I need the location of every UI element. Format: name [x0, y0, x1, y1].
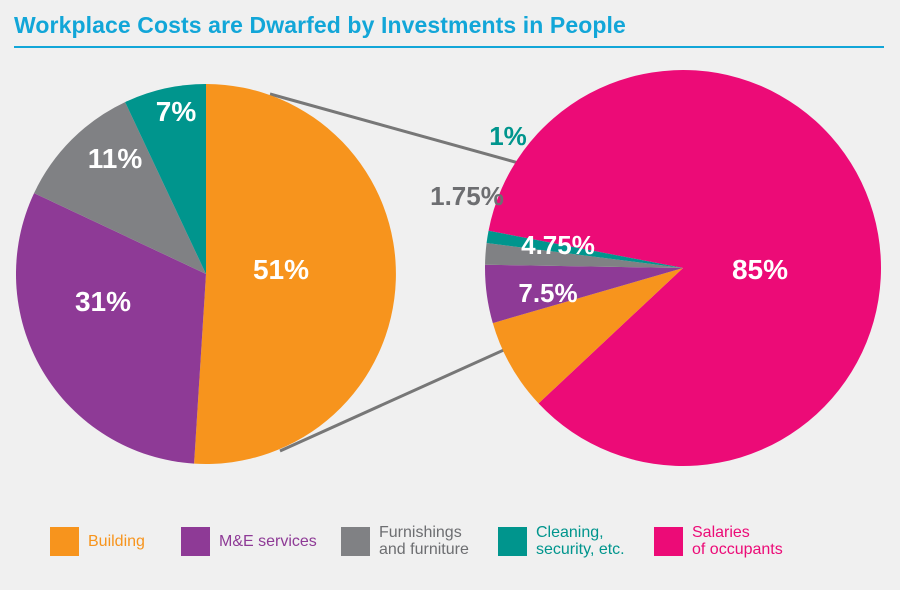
connector-line-bottom: [279, 342, 518, 453]
chart-title: Workplace Costs are Dwarfed by Investmen…: [14, 12, 626, 38]
right-pie-slice-building: [492, 268, 683, 404]
title-underline: [14, 46, 884, 48]
right-label-building: 7.5%: [518, 278, 577, 308]
left-label-me-services: 31%: [75, 286, 131, 317]
right-label-salaries: 85%: [732, 254, 788, 285]
left-label-cleaning: 7%: [156, 96, 197, 127]
right-pie-slice-salaries-of-occupants: [488, 69, 882, 466]
legend-label-cleaning: Cleaning, security, etc.: [536, 524, 625, 558]
left-pie-slice-cleaning-security-etc: [125, 84, 206, 274]
right-label-furnishings: 1.75%: [430, 181, 504, 211]
right-label-cleaning: 1%: [489, 121, 527, 151]
legend-item-me-services: M&E services: [181, 527, 317, 556]
legend-label-salaries: Salaries of occupants: [692, 524, 783, 558]
connector-line-top: [269, 92, 534, 169]
legend-item-building: Building: [50, 527, 145, 556]
left-pie-slice-furnishings-and-furniture: [34, 102, 206, 274]
legend-item-salaries: Salaries of occupants: [654, 524, 783, 558]
legend-label-building: Building: [88, 533, 145, 550]
legend-item-cleaning: Cleaning, security, etc.: [498, 524, 625, 558]
right-pie-slice-m-e-services: [485, 264, 683, 324]
legend-label-furnishings: Furnishings and furniture: [379, 524, 469, 558]
left-pie-slice-building: [194, 84, 396, 464]
left-pie-slice-m-e-services: [15, 193, 206, 464]
right-pie-slice-furnishings-and-furniture: [485, 243, 683, 268]
legend-label-me-services: M&E services: [219, 533, 317, 550]
right-label-me-services: 4.75%: [521, 230, 595, 260]
right-pie-slice-cleaning-security-etc: [486, 230, 683, 268]
pie-charts: 51% 31% 11% 7% 85% 7.5% 4.75% 1.75% 1%: [15, 69, 882, 466]
legend: Building M&E services Furnishings and fu…: [0, 522, 900, 572]
left-label-furnishings: 11%: [88, 143, 143, 174]
left-label-building: 51%: [253, 254, 309, 285]
legend-swatch-me-services: [181, 527, 210, 556]
right-pie-chart: [485, 69, 882, 466]
left-pie-chart: [15, 84, 396, 464]
legend-swatch-building: [50, 527, 79, 556]
legend-swatch-salaries: [654, 526, 683, 556]
legend-item-furnishings: Furnishings and furniture: [341, 524, 469, 558]
legend-swatch-furnishings: [341, 526, 370, 556]
legend-swatch-cleaning: [498, 526, 527, 556]
